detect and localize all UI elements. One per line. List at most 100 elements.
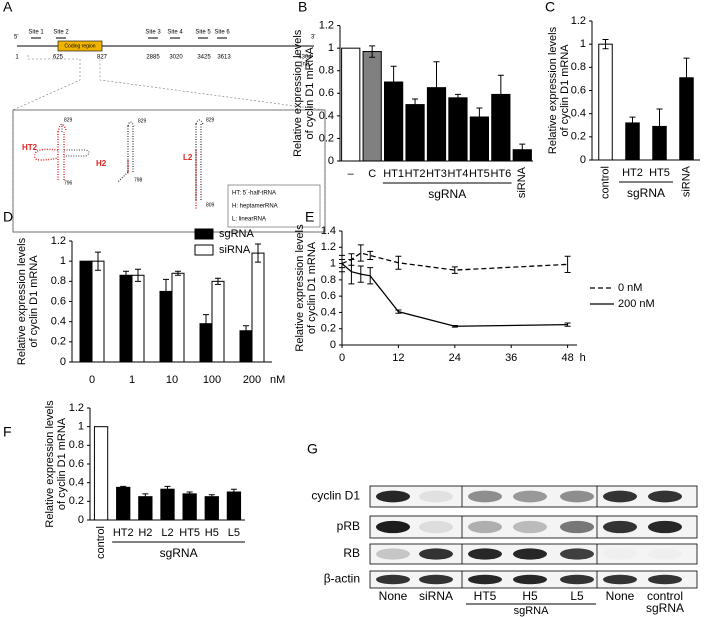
band bbox=[648, 490, 682, 503]
error-bar bbox=[215, 277, 221, 285]
position-label: 3613 bbox=[217, 55, 231, 61]
structure-position: 829 bbox=[64, 117, 73, 123]
position-label: 4304 bbox=[298, 55, 312, 61]
y-tick-label: 0 bbox=[328, 155, 334, 167]
y-tick-label: 0 bbox=[580, 154, 586, 166]
five-prime: 5' bbox=[14, 35, 18, 41]
band bbox=[648, 520, 682, 534]
y-tick-label: 0.8 bbox=[321, 274, 336, 286]
x-tick-label: 24 bbox=[449, 352, 461, 364]
y-tick-label: 0.4 bbox=[51, 316, 66, 328]
band bbox=[603, 574, 637, 585]
position-label: 2885 bbox=[146, 55, 160, 61]
band bbox=[560, 520, 594, 534]
bar bbox=[204, 496, 219, 521]
legend-box bbox=[227, 184, 321, 228]
panel-label: E bbox=[305, 209, 314, 225]
x-tick-label: HT2 bbox=[405, 168, 426, 180]
panel-label: A bbox=[3, 0, 13, 15]
bar bbox=[448, 97, 468, 162]
y-tick-label: 0 bbox=[330, 339, 336, 351]
error-bar bbox=[656, 108, 663, 145]
band bbox=[468, 574, 502, 585]
y-axis-label: Relative expression levels bbox=[547, 26, 559, 154]
bar bbox=[598, 43, 613, 161]
position-label: 3020 bbox=[169, 55, 183, 61]
y-tick-label: 0.8 bbox=[51, 275, 66, 287]
error-bar bbox=[186, 491, 193, 497]
panel-label: D bbox=[3, 209, 13, 225]
band bbox=[419, 574, 453, 585]
legend-entry: HT: 5´-half-tRNA bbox=[232, 191, 276, 197]
band bbox=[513, 490, 547, 503]
site-label: Site 3 bbox=[145, 30, 161, 36]
lane-label: control bbox=[647, 589, 683, 603]
band bbox=[419, 520, 453, 534]
x-tick-label: HT5 bbox=[649, 167, 670, 179]
band bbox=[560, 548, 594, 560]
x-tick-label: siRNA bbox=[516, 166, 528, 198]
legend-label: siRNA bbox=[219, 244, 251, 256]
site-label: Site 4 bbox=[167, 30, 183, 36]
panel-label: F bbox=[3, 424, 12, 440]
error-bar bbox=[203, 314, 209, 334]
coding-region-label: Coding region bbox=[64, 43, 95, 49]
bar bbox=[341, 47, 361, 162]
y-tick-label: 1 bbox=[60, 255, 66, 267]
error-bar bbox=[454, 93, 461, 102]
error-bar bbox=[123, 270, 129, 280]
position-label: 625 bbox=[53, 55, 64, 61]
y-tick-label: 0.4 bbox=[321, 306, 336, 318]
bar bbox=[171, 272, 185, 363]
structure-label: H2 bbox=[96, 159, 107, 168]
x-tick-label: HT4 bbox=[448, 168, 469, 180]
site-label: Site 2 bbox=[53, 30, 69, 36]
group-label: sgRNA bbox=[514, 605, 550, 617]
legend-entry: H: heptamerRNA bbox=[232, 204, 278, 210]
y-tick-label: 0.6 bbox=[571, 84, 586, 96]
panel-label: B bbox=[298, 0, 307, 15]
error-bar bbox=[390, 65, 397, 99]
error-bar bbox=[164, 485, 171, 493]
error-bar bbox=[175, 270, 181, 276]
structure-position: 796 bbox=[64, 180, 73, 186]
x-tick-label: H2 bbox=[138, 527, 152, 539]
x-tick-label: siRNA bbox=[680, 165, 692, 197]
x-tick-label: 0 bbox=[89, 374, 95, 386]
bar bbox=[119, 274, 133, 363]
group-label: sgRNA bbox=[627, 186, 665, 200]
x-tick-label: HT5 bbox=[179, 527, 200, 539]
coding-region bbox=[57, 40, 103, 52]
band bbox=[376, 490, 410, 503]
band bbox=[376, 574, 410, 585]
row-label: pRB bbox=[337, 519, 360, 533]
x-tick-label: HT2 bbox=[113, 527, 134, 539]
error-bar bbox=[120, 485, 127, 489]
y-tick-label: 0.8 bbox=[319, 65, 334, 77]
x-tick-label: 100 bbox=[203, 374, 221, 386]
band bbox=[376, 520, 410, 534]
x-tick-label: L2 bbox=[161, 527, 173, 539]
group-label: sgRNA bbox=[160, 546, 198, 560]
error-bar bbox=[629, 116, 636, 130]
band bbox=[376, 548, 410, 560]
error-bar bbox=[135, 268, 141, 282]
site-label: Site 6 bbox=[214, 30, 230, 36]
error-bar bbox=[602, 39, 609, 50]
band bbox=[468, 490, 502, 503]
y-tick-label: 0.4 bbox=[319, 110, 334, 122]
panel-label: G bbox=[307, 441, 318, 457]
error-bar bbox=[95, 251, 101, 271]
y-axis-label: of cyclin D1 mRNA bbox=[306, 241, 318, 334]
y-tick-label: 1 bbox=[328, 42, 334, 54]
lane-label: None bbox=[606, 589, 635, 603]
y-tick-label: 1.2 bbox=[69, 402, 84, 414]
y-tick-label: 0.4 bbox=[571, 108, 586, 120]
lane-label: L5 bbox=[570, 589, 584, 603]
site-label: Site 1 bbox=[28, 30, 44, 36]
legend-swatch bbox=[194, 228, 214, 240]
structure-position: 809 bbox=[206, 202, 215, 208]
x-tick-label: HT3 bbox=[426, 168, 447, 180]
error-bar bbox=[564, 322, 571, 327]
